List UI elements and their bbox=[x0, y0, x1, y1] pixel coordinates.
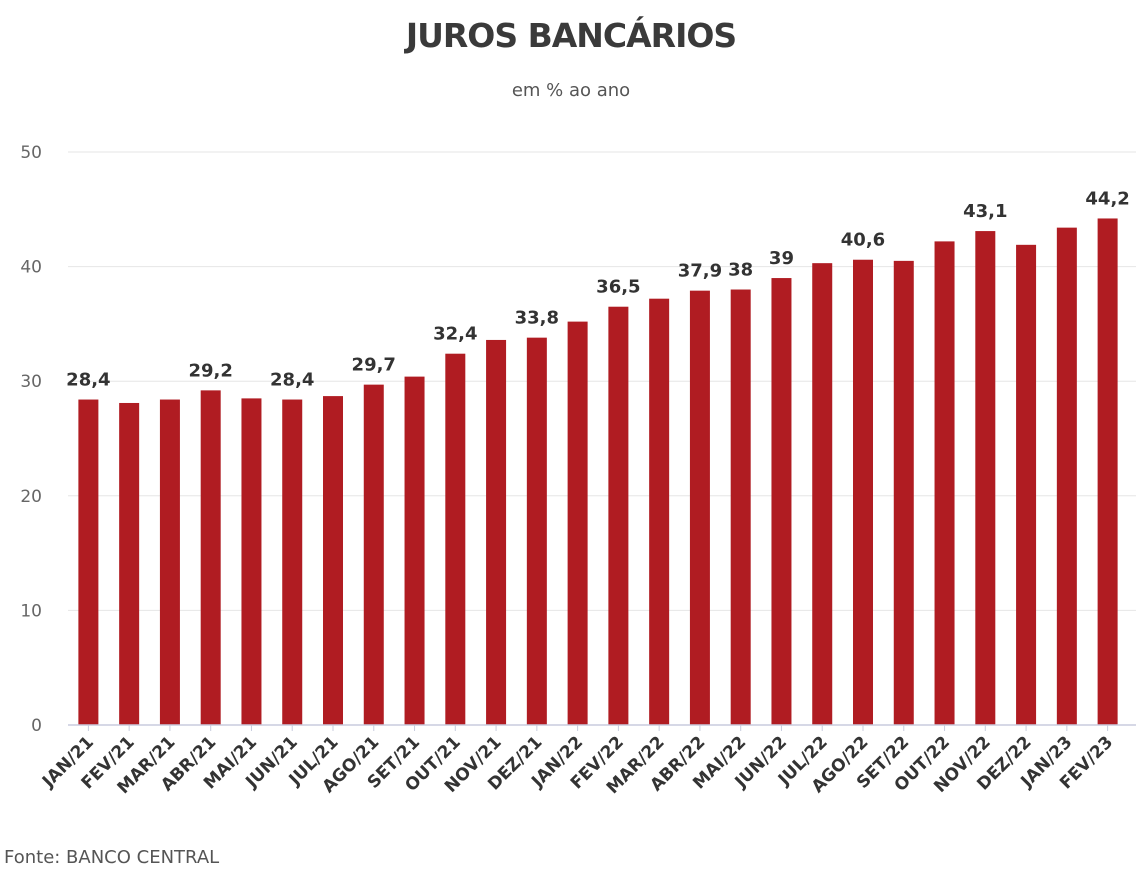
bar bbox=[526, 337, 547, 725]
bar bbox=[78, 399, 99, 725]
y-tick-label: 30 bbox=[20, 372, 42, 392]
data-label: 39 bbox=[769, 248, 794, 269]
chart-subtitle: em % ao ano bbox=[511, 80, 631, 101]
bar-chart: 0 10 20 30 40 50 28,4 29,2 28,4 29,7 32,4 33,8 36,5… bbox=[20, 143, 1136, 798]
x-axis-ticks: JAN/21FEV/21MAR/21ABR/21MAI/21JUN/21JUL/… bbox=[38, 725, 1117, 798]
bar bbox=[1056, 227, 1077, 726]
bar bbox=[445, 353, 466, 725]
bar bbox=[1097, 218, 1118, 725]
data-label: 44,2 bbox=[1085, 188, 1129, 209]
data-label: 33,8 bbox=[515, 308, 559, 329]
bar bbox=[893, 260, 914, 725]
bar bbox=[975, 231, 996, 725]
bar bbox=[323, 396, 343, 725]
bar bbox=[608, 306, 629, 725]
data-label: 28,4 bbox=[66, 370, 110, 391]
y-tick-label: 50 bbox=[20, 143, 42, 163]
bar bbox=[730, 289, 751, 725]
bars bbox=[78, 218, 1118, 726]
bar bbox=[363, 384, 384, 725]
data-label: 38 bbox=[728, 260, 753, 281]
data-label: 40,6 bbox=[841, 230, 885, 251]
y-axis-ticks: 0 10 20 30 40 50 bbox=[20, 143, 42, 736]
bar bbox=[853, 259, 873, 725]
bar bbox=[649, 298, 670, 725]
data-label: 43,1 bbox=[963, 201, 1007, 222]
bar bbox=[689, 290, 710, 725]
bar bbox=[812, 263, 833, 725]
data-label: 32,4 bbox=[433, 324, 477, 345]
bar bbox=[404, 376, 425, 725]
bar bbox=[934, 241, 955, 725]
y-tick-label: 10 bbox=[20, 601, 42, 621]
data-label: 29,7 bbox=[352, 355, 396, 376]
data-label: 36,5 bbox=[596, 277, 640, 298]
bar bbox=[1016, 244, 1037, 726]
bar bbox=[200, 390, 221, 725]
data-label: 37,9 bbox=[678, 261, 722, 282]
y-tick-label: 0 bbox=[31, 716, 42, 736]
bar bbox=[282, 399, 303, 725]
data-label: 28,4 bbox=[270, 370, 314, 391]
chart-title: JUROS BANCÁRIOS bbox=[405, 16, 737, 55]
y-tick-label: 20 bbox=[20, 487, 42, 507]
bar bbox=[159, 399, 180, 725]
bar bbox=[119, 402, 140, 725]
bar bbox=[771, 278, 792, 725]
data-labels: 28,4 29,2 28,4 29,7 32,4 33,8 36,5 37,9 38 39 40,6… bbox=[66, 188, 1130, 390]
bar bbox=[486, 339, 507, 725]
source-note: Fonte: BANCO CENTRAL bbox=[4, 847, 220, 868]
y-tick-label: 40 bbox=[20, 258, 42, 278]
bar bbox=[567, 321, 588, 725]
bar bbox=[241, 398, 262, 725]
data-label: 29,2 bbox=[188, 360, 232, 381]
